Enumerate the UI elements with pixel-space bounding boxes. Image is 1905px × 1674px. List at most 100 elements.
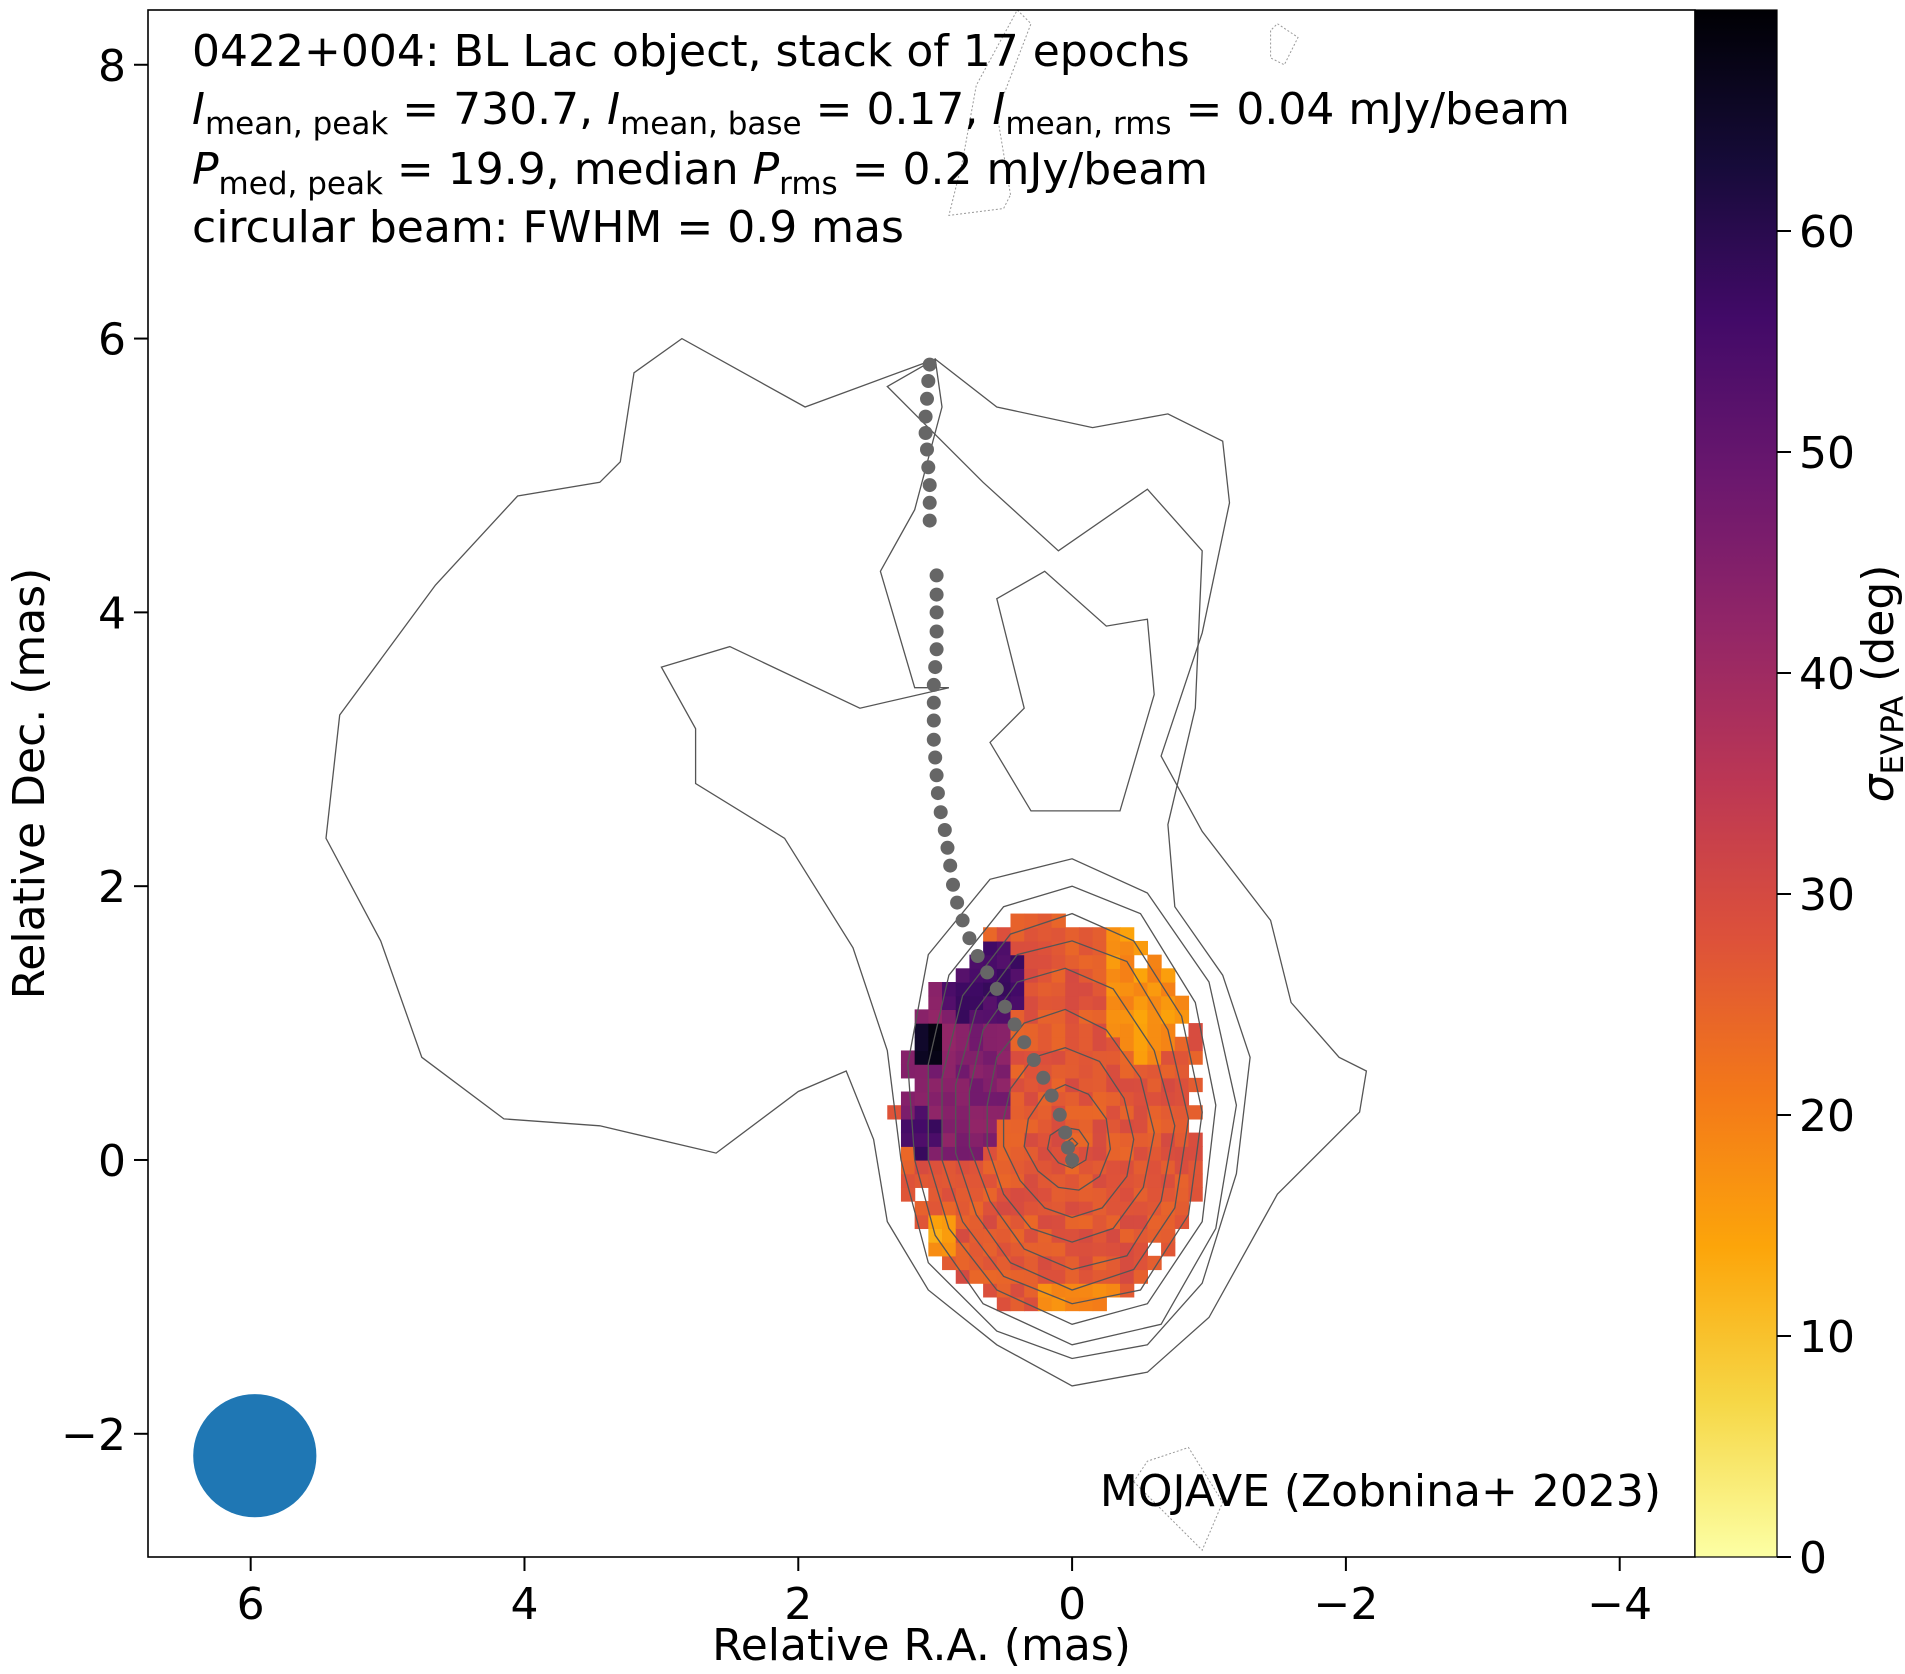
evpa-pixel bbox=[1092, 968, 1107, 983]
contour-level bbox=[968, 967, 1176, 1271]
evpa-pixel bbox=[969, 995, 984, 1010]
evpa-pixel bbox=[1161, 1036, 1176, 1052]
evpa-pixel bbox=[1078, 954, 1094, 969]
ridge-point bbox=[989, 981, 1004, 996]
evpa-pixel bbox=[1133, 1159, 1148, 1175]
ridge-point bbox=[998, 999, 1012, 1014]
ridge-point bbox=[1065, 1153, 1080, 1167]
evpa-pixel bbox=[1161, 1159, 1176, 1175]
evpa-pixel bbox=[1147, 1036, 1162, 1052]
evpa-pixel bbox=[1133, 1118, 1148, 1134]
evpa-pixel bbox=[1051, 1159, 1066, 1175]
evpa-pixel bbox=[1133, 1269, 1148, 1284]
evpa-pixel bbox=[1147, 995, 1162, 1010]
x-tick-label: −4 bbox=[1587, 1579, 1652, 1630]
evpa-pixel bbox=[1051, 1023, 1066, 1038]
plot-area bbox=[193, 10, 1368, 1552]
evpa-pixel bbox=[928, 1091, 943, 1106]
ridge-point bbox=[933, 805, 948, 820]
evpa-pixel bbox=[969, 1242, 984, 1257]
evpa-pixel bbox=[900, 1091, 916, 1106]
ridge-point bbox=[1007, 1017, 1022, 1032]
evpa-pixel bbox=[1161, 1105, 1176, 1120]
colorbar: 0 10 20 30 40 50 60 σEVPA (deg) bbox=[1694, 9, 1905, 1584]
evpa-pixel bbox=[983, 1159, 998, 1175]
evpa-pixel bbox=[1161, 1009, 1176, 1024]
evpa-pixel bbox=[1133, 1064, 1148, 1079]
evpa-pixel bbox=[1106, 940, 1121, 956]
evpa-pixel bbox=[1092, 1296, 1107, 1312]
evpa-pixel bbox=[942, 1105, 957, 1120]
evpa-pixel bbox=[955, 1023, 971, 1038]
evpa-pixel bbox=[900, 1105, 916, 1120]
evpa-pixel bbox=[1133, 1105, 1148, 1120]
evpa-pixel bbox=[1092, 1105, 1107, 1120]
evpa-pixel bbox=[1010, 1283, 1025, 1298]
evpa-pixel bbox=[1010, 1050, 1025, 1065]
evpa-pixel bbox=[900, 1146, 916, 1161]
evpa-pixel bbox=[1078, 1187, 1094, 1202]
evpa-pixel bbox=[1051, 913, 1066, 928]
evpa-pixel bbox=[928, 1105, 943, 1120]
evpa-pixel bbox=[928, 1050, 943, 1065]
evpa-pixel bbox=[1065, 1023, 1080, 1038]
evpa-pixel bbox=[969, 968, 984, 983]
evpa-pixel bbox=[1147, 1064, 1162, 1079]
evpa-pixel bbox=[900, 1159, 916, 1175]
evpa-pixel bbox=[955, 1159, 971, 1175]
evpa-pixel bbox=[1188, 1105, 1203, 1120]
evpa-pixel bbox=[1106, 1064, 1121, 1079]
evpa-pixel bbox=[1037, 1173, 1053, 1188]
evpa-pixel bbox=[1120, 1009, 1135, 1024]
info-line: 0422+004: BL Lac object, stack of 17 epo… bbox=[192, 26, 1190, 77]
evpa-pixel bbox=[1120, 940, 1135, 956]
evpa-pixel bbox=[928, 995, 943, 1010]
ridge-point bbox=[929, 587, 944, 602]
evpa-pixel bbox=[1092, 1036, 1107, 1052]
evpa-pixel bbox=[928, 1036, 943, 1052]
evpa-pixel bbox=[1092, 1118, 1107, 1134]
evpa-pixel bbox=[1147, 982, 1162, 997]
evpa-pixel bbox=[1037, 1159, 1053, 1175]
evpa-pixel bbox=[955, 1105, 971, 1120]
evpa-pixel bbox=[1065, 1173, 1080, 1188]
evpa-pixel bbox=[1092, 1242, 1107, 1257]
evpa-pixel bbox=[1161, 1187, 1176, 1202]
evpa-pixel bbox=[1188, 1159, 1203, 1175]
evpa-pixel bbox=[942, 1118, 957, 1134]
evpa-pixel bbox=[996, 1242, 1012, 1257]
ridge-point bbox=[1017, 1035, 1032, 1050]
evpa-pixel bbox=[1037, 1214, 1053, 1230]
evpa-pixel bbox=[1133, 1214, 1148, 1230]
evpa-pixel bbox=[996, 968, 1012, 983]
evpa-pixel bbox=[1024, 982, 1039, 997]
evpa-pixel bbox=[1161, 968, 1176, 983]
evpa-pixel bbox=[1147, 1091, 1162, 1106]
evpa-pixel bbox=[1051, 927, 1066, 942]
evpa-pixel bbox=[1092, 927, 1107, 942]
evpa-pixel bbox=[1092, 1132, 1107, 1147]
evpa-pixel bbox=[1078, 1173, 1094, 1188]
evpa-pixel bbox=[969, 1105, 984, 1120]
evpa-pixel bbox=[1051, 954, 1066, 969]
evpa-pixel bbox=[1024, 1187, 1039, 1202]
evpa-pixel bbox=[900, 1050, 916, 1065]
evpa-pixel bbox=[1078, 1159, 1094, 1175]
evpa-pixel bbox=[928, 1064, 943, 1079]
evpa-pixel bbox=[1037, 982, 1053, 997]
evpa-pixel bbox=[1147, 1187, 1162, 1202]
ridge-point bbox=[937, 823, 952, 837]
evpa-pixel bbox=[955, 995, 971, 1010]
evpa-pixel bbox=[1106, 995, 1121, 1010]
evpa-pixel bbox=[1078, 1296, 1094, 1312]
evpa-pixel bbox=[983, 1091, 998, 1106]
ridge-point bbox=[926, 677, 941, 692]
evpa-pixel bbox=[1078, 1242, 1094, 1257]
intensity-contours bbox=[325, 337, 1368, 1387]
evpa-pixel bbox=[983, 1283, 998, 1298]
evpa-pixel bbox=[1133, 1077, 1148, 1093]
evpa-pixel bbox=[983, 1077, 998, 1093]
evpa-pixel bbox=[1010, 1214, 1025, 1230]
ridge-point bbox=[1036, 1070, 1051, 1085]
evpa-pixel bbox=[1065, 1009, 1080, 1024]
